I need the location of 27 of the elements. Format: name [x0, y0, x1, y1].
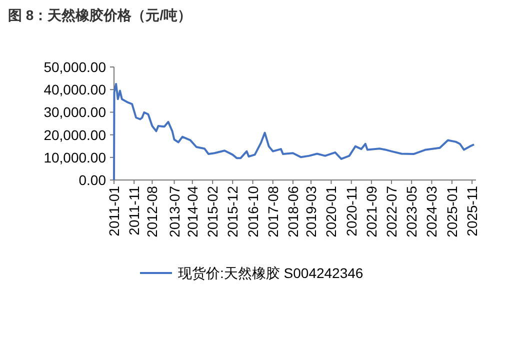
x-tick-label: 2015-12 [224, 186, 241, 238]
x-tick-label: 2022-07 [383, 186, 400, 238]
y-tick-label: 40,000.00 [44, 82, 106, 98]
x-tick-label: 2020-01 [323, 186, 340, 238]
x-tick-label: 2012-08 [144, 186, 160, 238]
x-tick-label: 2018-06 [284, 186, 301, 238]
x-tick-label: 2024-03 [424, 186, 440, 238]
chart-title: 图 8：天然橡胶价格（元/吨） [8, 7, 192, 23]
x-tick-label: 2021-09 [363, 186, 380, 238]
x-tick-label: 2011-01 [106, 186, 122, 236]
y-tick-label: 0.00 [78, 172, 106, 188]
x-tick-label: 2025-11 [464, 186, 480, 236]
x-tick-label: 2020-11 [343, 186, 360, 236]
y-tick-label: 20,000.00 [44, 126, 106, 143]
x-tick-label: 2023-05 [404, 186, 420, 238]
y-tick-label: 30,000.00 [44, 104, 106, 120]
legend-label: 现货价:天然橡胶 S004242346 [178, 265, 364, 281]
y-tick-label: 50,000.00 [44, 59, 106, 75]
x-tick-label: 2019-03 [302, 186, 319, 238]
x-tick-label: 2011-11 [126, 186, 142, 236]
x-tick-label: 2014-04 [184, 186, 200, 238]
x-tick-label: 2016-10 [244, 186, 261, 238]
x-tick-label: 2025-01 [444, 186, 460, 238]
x-tick-label: 2015-02 [204, 186, 221, 238]
y-tick-label: 10,000.00 [44, 149, 106, 166]
x-tick-label: 2017-08 [264, 186, 281, 238]
x-tick-label: 2013-07 [166, 186, 182, 238]
